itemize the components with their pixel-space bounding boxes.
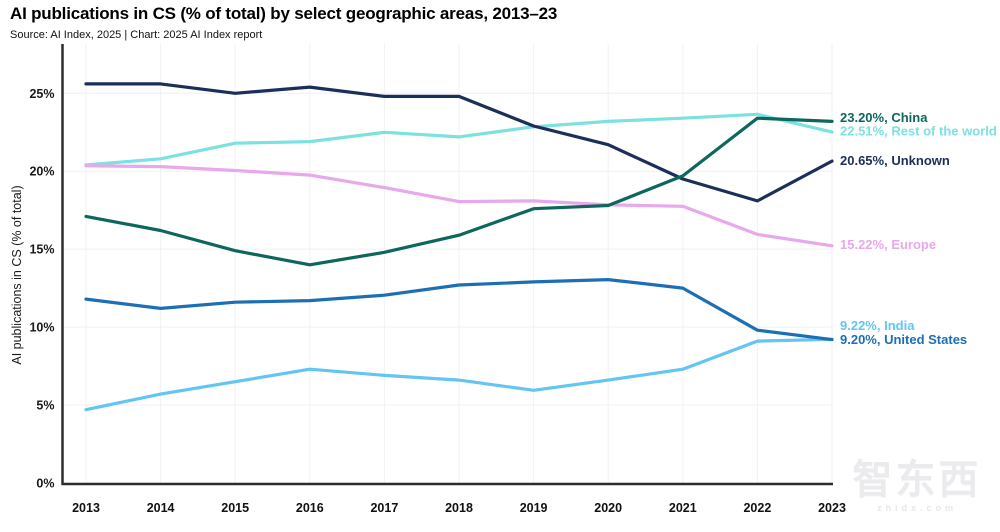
x-tick-label-2022: 2022 [743,501,771,515]
y-tick-label-10: 10% [29,321,54,335]
x-tick-label-2021: 2021 [669,501,697,515]
line-united-states [84,278,834,342]
line-rest-of-the-world [84,112,834,167]
page-title: AI publications in CS (% of total) by se… [10,4,558,23]
x-tick-label-2016: 2016 [296,501,324,515]
x-tick-label-2015: 2015 [221,501,249,515]
y-tick-label-20: 20% [29,165,54,179]
x-tick-label-2017: 2017 [370,501,398,515]
line-label-rest-of-the-world: 22.51%, Rest of the world [840,124,997,139]
line-unknown [84,82,834,203]
y-tick-label-5: 5% [36,399,54,413]
y-tick-label-0: 0% [36,477,54,491]
y-tick-label-25: 25% [29,87,54,101]
line-china [84,116,834,267]
x-tick-label-2018: 2018 [445,501,473,515]
line-label-india: 9.22%, India [840,318,915,333]
line-india [84,337,834,412]
x-tick-label-2019: 2019 [520,501,548,515]
line-europe [84,164,834,248]
x-tick-label-2014: 2014 [147,501,175,515]
y-tick-label-15: 15% [29,243,54,257]
x-tick-label-2023: 2023 [818,501,846,515]
x-tick-label-2020: 2020 [594,501,622,515]
line-label-europe: 15.22%, Europe [840,237,936,252]
x-tick-label-2013: 2013 [72,501,100,515]
line-label-united-states: 9.20%, United States [840,332,967,347]
line-label-unknown: 20.65%, Unknown [840,153,950,168]
line-label-china: 23.20%, China [840,110,928,125]
source-note: Source: AI Index, 2025 | Chart: 2025 AI … [10,29,263,41]
